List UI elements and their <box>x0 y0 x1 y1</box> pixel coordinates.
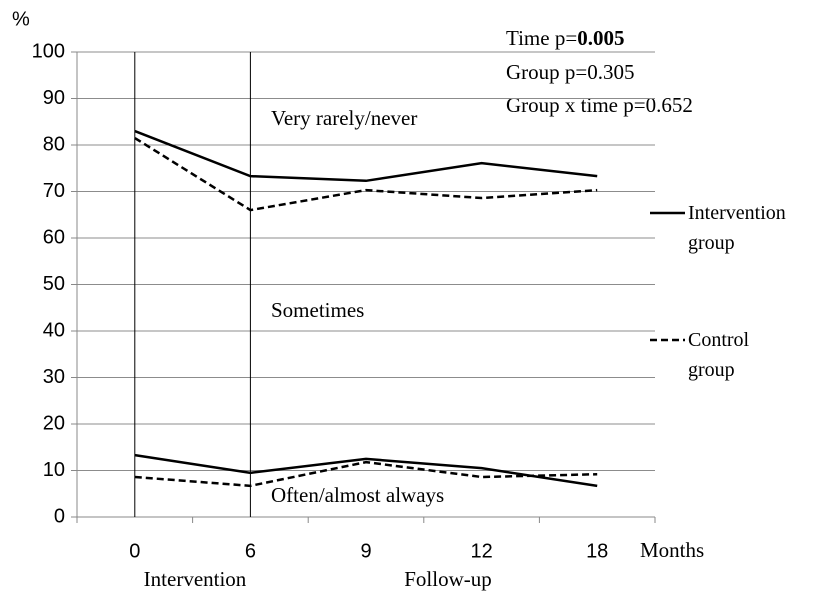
annotation-time: Time p=0.005 <box>506 26 624 50</box>
y-tick-label: 100 <box>32 40 65 62</box>
y-tick-label: 10 <box>43 459 65 481</box>
region-label: Sometimes <box>271 298 364 322</box>
region-label: Very rarely/never <box>271 106 417 130</box>
data-line <box>134 136 598 212</box>
y-tick-label: 50 <box>43 273 65 295</box>
period-label: Intervention <box>144 567 247 591</box>
y-tick-label: 0 <box>54 505 65 527</box>
annotation-interaction: Group x time p=0.652 <box>506 93 693 117</box>
x-tick-label: 12 <box>470 540 492 562</box>
data-line <box>134 129 598 183</box>
x-tick-label: 9 <box>360 540 371 562</box>
period-label: Follow-up <box>404 567 492 591</box>
y-tick-label: 20 <box>43 412 65 434</box>
legend-label: Control group <box>688 329 750 381</box>
y-axis-label: % <box>12 8 30 30</box>
data-line <box>134 460 598 488</box>
region-label: Often/almost always <box>271 483 444 507</box>
y-tick-label: 60 <box>43 226 65 248</box>
annotation-p-value: 0.005 <box>577 26 624 50</box>
x-axis-label: Months <box>640 538 704 562</box>
x-tick-label: 6 <box>245 540 256 562</box>
y-tick-label: 90 <box>43 87 65 109</box>
y-tick-label: 30 <box>43 366 65 388</box>
x-tick-label: 18 <box>586 540 608 562</box>
data-line <box>134 453 598 488</box>
legend-label: Intervention group <box>688 202 786 254</box>
y-tick-label: 40 <box>43 319 65 341</box>
y-tick-label: 70 <box>43 180 65 202</box>
y-tick-label: 80 <box>43 133 65 155</box>
annotation-text: Time p= <box>506 26 577 50</box>
annotation-group: Group p=0.305 <box>506 60 635 84</box>
x-tick-label: 0 <box>129 540 140 562</box>
